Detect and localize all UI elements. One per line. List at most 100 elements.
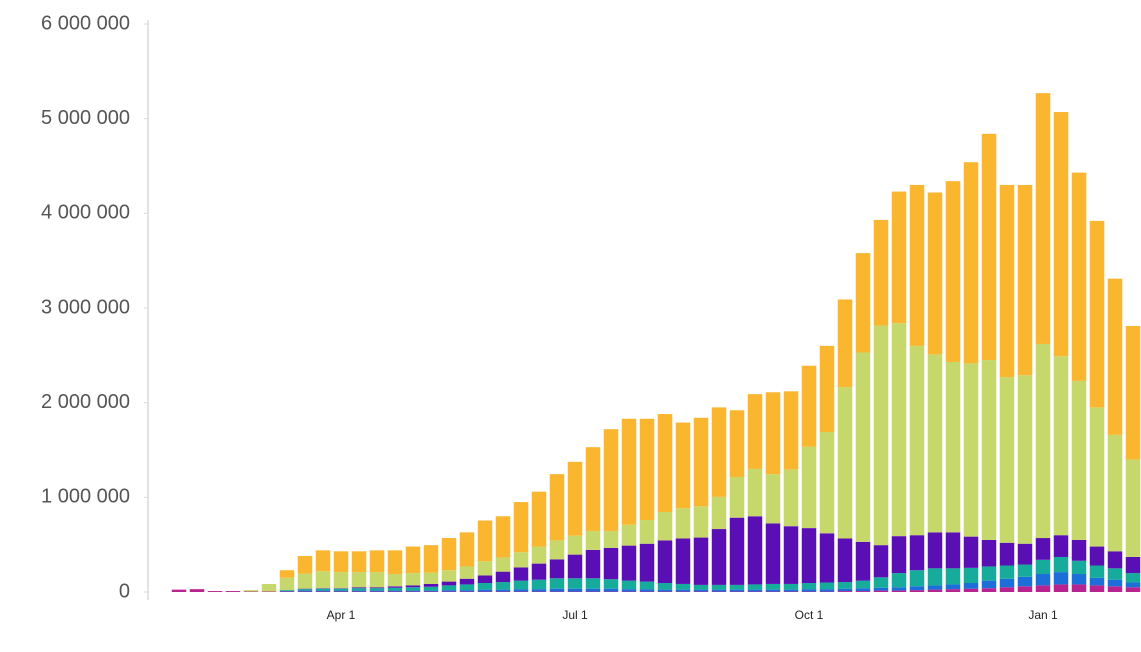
x-tick-label: Oct 1 <box>795 608 824 622</box>
bar-segment <box>1035 574 1051 586</box>
bar-segment <box>585 447 601 531</box>
bar-segment <box>513 589 529 592</box>
bar-segment <box>621 545 637 581</box>
bar-segment <box>711 589 727 592</box>
bar-segment <box>1053 572 1069 585</box>
bar-segment <box>1071 380 1087 540</box>
bar-segment <box>423 572 439 584</box>
bar-segment <box>711 529 727 585</box>
bar-segment <box>1035 559 1051 575</box>
bar-segment <box>315 571 331 589</box>
bar-segment <box>585 588 601 592</box>
bar-segment <box>567 578 583 589</box>
bar-segment <box>891 587 907 591</box>
bar-segment <box>567 554 583 579</box>
bar-segment <box>927 568 943 586</box>
bar-segment <box>1071 172 1087 381</box>
bar-segment <box>549 578 565 589</box>
bar-segment <box>855 352 871 542</box>
bar-segment <box>531 579 547 590</box>
bar-segment <box>585 549 601 579</box>
bar-segment <box>297 556 313 574</box>
y-tick-label: 6 000 000 <box>41 12 130 34</box>
y-tick-label: 3 000 000 <box>41 296 130 318</box>
bar-segment <box>603 530 619 548</box>
bar-segment <box>423 586 439 591</box>
bar-segment <box>855 580 871 589</box>
bar-segment <box>675 589 691 592</box>
bar-segment <box>729 476 745 518</box>
bar-segment <box>567 461 583 536</box>
bar-segment <box>945 568 961 585</box>
bar-segment <box>585 578 601 589</box>
y-tick-label: 5 000 000 <box>41 107 130 129</box>
bar-segment <box>837 591 853 592</box>
bar-segment <box>1071 560 1087 575</box>
bar-segment <box>459 532 475 567</box>
bar-segment <box>981 360 997 540</box>
bar-segment <box>945 589 961 592</box>
bar-segment <box>459 590 475 592</box>
bar-segment <box>855 253 871 353</box>
bar-segment <box>441 585 457 591</box>
bar-segment <box>1017 543 1033 565</box>
bar-segment <box>531 589 547 592</box>
bar-segment <box>945 181 961 362</box>
bar-segment <box>927 585 943 590</box>
bar-segment <box>765 589 781 592</box>
bar-segment <box>1089 407 1105 547</box>
bar-segment <box>873 325 889 546</box>
bar-segment <box>837 387 853 539</box>
bar-segment <box>783 526 799 584</box>
bar-segment <box>819 432 835 534</box>
bar-segment <box>981 588 997 592</box>
bar-segment <box>909 586 925 591</box>
bar-segment <box>873 577 889 588</box>
bar-segment <box>999 565 1015 579</box>
bar-segment <box>747 584 763 590</box>
bar-segment <box>693 506 709 538</box>
bar-segment <box>369 572 385 588</box>
bar-segment <box>1053 556 1069 573</box>
bar-segment <box>621 524 637 546</box>
bar-segment <box>441 590 457 592</box>
bar-segment <box>891 536 907 574</box>
bar-segment <box>837 538 853 583</box>
bar-segment <box>333 572 349 589</box>
bar-segment <box>657 414 673 513</box>
bar-segment <box>639 581 655 590</box>
bar-segment <box>387 590 403 592</box>
bar-segment <box>459 584 475 591</box>
bar-segment <box>801 589 817 592</box>
bar-segment <box>1107 568 1123 580</box>
bar-segment <box>405 587 421 591</box>
bar-segment <box>1125 325 1141 460</box>
bar-segment <box>477 561 493 576</box>
bar-segment <box>999 578 1015 588</box>
bar-segment <box>387 574 403 587</box>
bar-segment <box>837 588 853 592</box>
bar-segment <box>945 532 961 569</box>
bar-segment <box>747 516 763 585</box>
bar-segment <box>495 589 511 592</box>
bar-segment <box>405 546 421 574</box>
bar-segment <box>405 585 421 588</box>
bar-segment <box>837 582 853 589</box>
bar-segment <box>297 573 313 589</box>
bar-segment <box>783 589 799 592</box>
bar-segment <box>1053 112 1069 357</box>
bar-segment <box>639 520 655 544</box>
bar-segment <box>909 590 925 592</box>
bar-segment <box>729 410 745 477</box>
bar-segment <box>513 580 529 590</box>
bar-segment <box>1017 586 1033 592</box>
bar-segment <box>945 361 961 533</box>
bar-segment <box>441 570 457 582</box>
bar-segment <box>423 545 439 573</box>
bar-segment <box>657 540 673 584</box>
bar-segment <box>873 590 889 592</box>
bar-segment <box>675 538 691 584</box>
bar-segment <box>639 418 655 521</box>
bar-segment <box>621 418 637 525</box>
bar-segment <box>1125 573 1141 583</box>
